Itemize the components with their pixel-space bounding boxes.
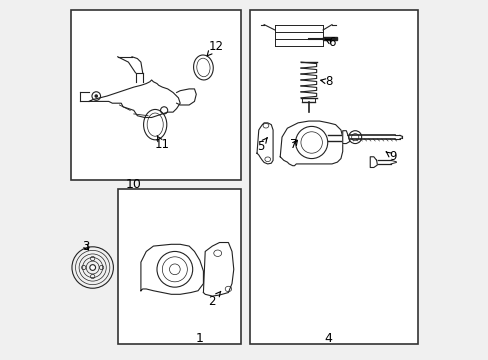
- Circle shape: [90, 265, 95, 270]
- Polygon shape: [203, 243, 233, 296]
- Polygon shape: [274, 26, 323, 48]
- FancyBboxPatch shape: [249, 10, 417, 344]
- Polygon shape: [141, 244, 203, 294]
- Text: 5: 5: [256, 138, 266, 153]
- FancyBboxPatch shape: [118, 189, 241, 344]
- Text: 3: 3: [81, 240, 89, 253]
- Text: 4: 4: [324, 333, 332, 346]
- Text: 7: 7: [289, 139, 297, 152]
- Text: 6: 6: [325, 36, 335, 49]
- Circle shape: [94, 94, 98, 98]
- Polygon shape: [257, 123, 272, 164]
- Polygon shape: [89, 80, 180, 117]
- Polygon shape: [176, 89, 196, 105]
- Text: 2: 2: [208, 291, 220, 308]
- Polygon shape: [369, 157, 377, 167]
- Text: 10: 10: [125, 178, 142, 191]
- Text: 8: 8: [320, 75, 331, 88]
- FancyBboxPatch shape: [71, 10, 241, 180]
- Text: 9: 9: [386, 150, 396, 163]
- Text: 11: 11: [155, 136, 169, 152]
- Polygon shape: [342, 131, 349, 144]
- Text: 12: 12: [206, 40, 223, 56]
- Text: 1: 1: [196, 333, 203, 346]
- FancyArrow shape: [323, 37, 337, 40]
- Polygon shape: [280, 121, 342, 166]
